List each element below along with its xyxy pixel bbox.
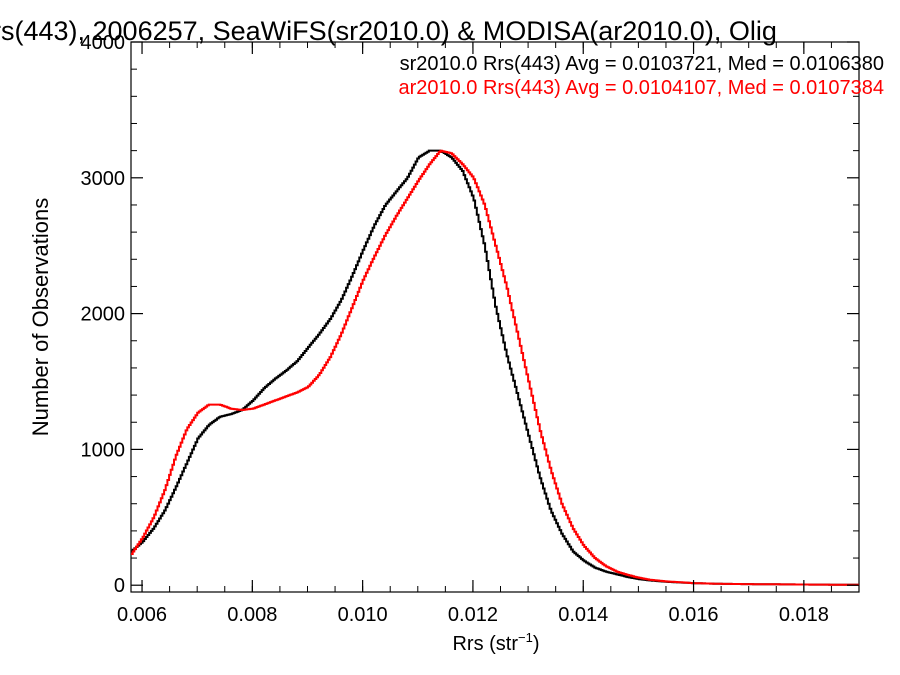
y-tick-label: 3000 (81, 168, 126, 190)
legend-entry-2: ar2010.0 Rrs(443) Avg = 0.0104107, Med =… (398, 77, 884, 99)
x-axis-label-close: ) (533, 633, 540, 655)
legend: sr2010.0 Rrs(443) Avg = 0.0103721, Med =… (398, 53, 884, 99)
x-axis-label: Rrs (str−1) (452, 630, 539, 655)
x-axis-label-superscript: −1 (518, 630, 533, 645)
x-tick-label: 0.014 (558, 604, 608, 626)
x-tick-label: 0.018 (779, 604, 829, 626)
y-tick-label: 2000 (81, 304, 126, 326)
y-axis: 0 1000 2000 3000 4000 (81, 32, 859, 597)
x-tick-label: 0.016 (669, 604, 719, 626)
x-tick-label: 0.010 (338, 604, 388, 626)
x-axis-label-text: Rrs (str (452, 633, 518, 655)
y-axis-label: Number of Observations (28, 198, 53, 436)
chart-title: rs(443), 2006257, SeaWiFS(sr2010.0) & MO… (0, 16, 777, 46)
y-tick-label: 0 (114, 575, 125, 597)
x-tick-label: 0.006 (117, 604, 167, 626)
x-tick-label: 0.012 (448, 604, 498, 626)
y-tick-label: 1000 (81, 439, 126, 461)
y-tick-label: 4000 (81, 32, 126, 54)
x-tick-label: 0.008 (227, 604, 277, 626)
series-layer (131, 149, 859, 586)
x-axis: 0.006 0.008 0.010 0.012 0.014 0.016 0.018 (117, 42, 832, 626)
series-line-2 (131, 149, 859, 586)
plot-frame (130, 41, 860, 593)
legend-entry-1: sr2010.0 Rrs(443) Avg = 0.0103721, Med =… (400, 53, 884, 75)
